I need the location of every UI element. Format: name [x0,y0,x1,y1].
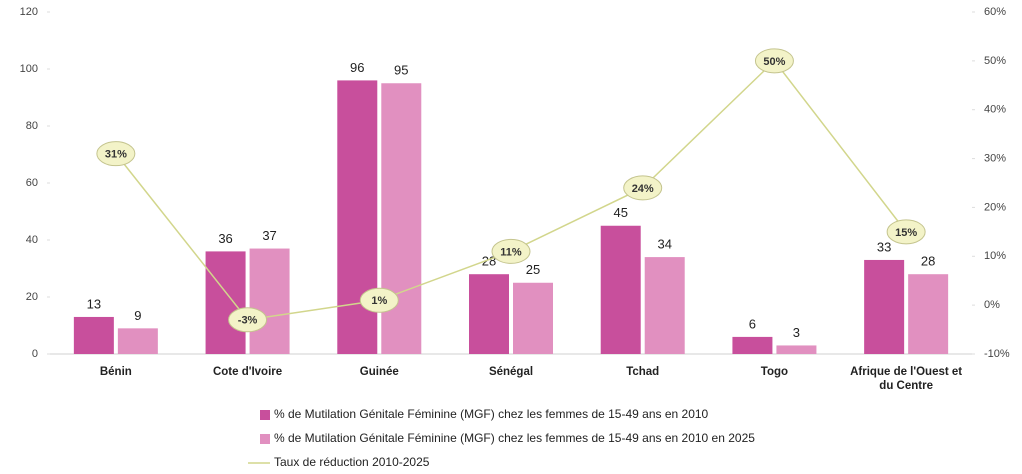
data-label: 6 [749,316,756,331]
data-label: 13 [87,296,101,311]
data-label: 9 [134,308,141,323]
data-label: 50% [763,56,785,68]
legend-label: % de Mutilation Génitale Féminine (MGF) … [274,431,755,445]
y2-tick-label: 60% [984,6,1006,18]
x-tick-label: Cote d'Ivoire [212,366,283,378]
data-label: 34 [657,237,671,252]
data-label: 24% [632,183,654,195]
data-label-bubble [623,175,663,201]
data-label: 3 [793,325,800,340]
bar [117,328,158,354]
y-tick-label: 60 [26,177,38,189]
y2-tick-label: 10% [984,250,1006,262]
x-tick-label: Guinée [359,366,399,378]
data-label: 36 [218,231,232,246]
bar [776,345,817,354]
x-tick-label: Afrique de l'Ouest et du Centre [850,366,963,392]
data-label-bubble [96,141,136,167]
x-tick-label: Togo [760,366,789,378]
bar [469,274,509,354]
y-tick-label: 0 [32,348,38,360]
data-label: 31% [105,149,127,161]
bar [644,257,685,354]
x-tick-label: Bénin [99,366,132,378]
bar [732,336,773,354]
data-label: 96 [350,60,364,75]
data-label: 37 [262,228,276,243]
data-label-bubble [359,287,399,313]
data-label: -3% [238,315,258,327]
data-label: 11% [500,246,522,258]
bar [864,259,905,354]
legend-swatch [260,410,270,420]
legend-swatch [260,434,270,444]
y2-tick-label: 20% [984,201,1006,213]
data-label: 45 [613,205,627,220]
bar [73,316,114,354]
bar [249,248,290,354]
x-tick-label: Tchad [626,366,660,378]
y2-tick-label: 30% [984,152,1006,164]
data-label: 28 [482,254,496,269]
data-label: 1% [371,295,387,307]
y-tick-label: 40 [26,234,38,246]
y-tick-label: 20 [26,291,38,303]
y-tick-label: 120 [20,6,38,18]
bar [908,274,949,354]
data-label-bubble [754,48,794,74]
y2-tick-label: 0% [984,299,1000,311]
bar [337,80,378,355]
bar [600,225,641,354]
bar [205,251,246,354]
y-tick-label: 80 [26,120,38,132]
y2-tick-label: 50% [984,55,1006,67]
x-tick-label: Sénégal [488,366,534,378]
data-label: 95 [394,63,408,78]
data-label: 28 [921,254,935,269]
data-label: 15% [895,227,917,239]
data-label-bubble [886,219,926,245]
data-label-bubble [228,307,268,333]
y2-tick-label: 40% [984,104,1006,116]
y-tick-label: 100 [20,63,38,75]
legend-label: % de Mutilation Génitale Féminine (MGF) … [274,407,709,421]
y2-tick-label: -10% [984,348,1010,360]
legend-label: Taux de réduction 2010-2025 [274,455,430,469]
data-label: 33 [877,239,891,254]
bar [381,83,422,354]
data-label-bubble [491,238,531,264]
data-label: 25 [526,262,540,277]
bar [513,282,553,354]
